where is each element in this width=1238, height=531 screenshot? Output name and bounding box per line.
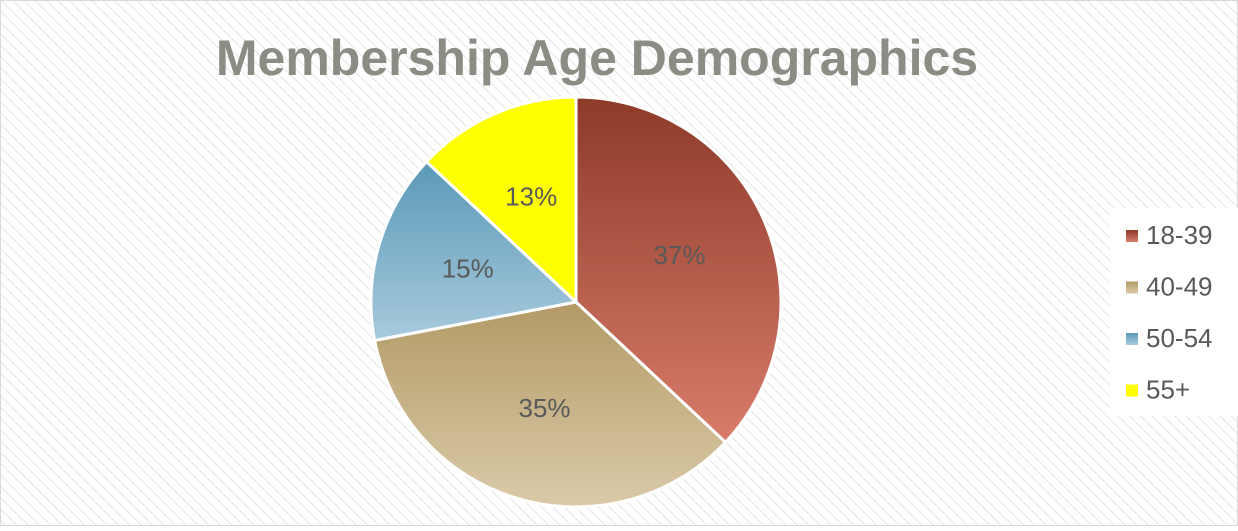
pie-slice <box>424 95 578 306</box>
legend-swatch <box>1126 384 1138 397</box>
legend-label: 40-49 <box>1146 271 1213 301</box>
data-label: 35% <box>519 393 571 423</box>
legend-label: 55+ <box>1146 374 1190 404</box>
pie-slice <box>369 159 580 343</box>
legend-label: 18-39 <box>1146 220 1213 250</box>
data-label: 13% <box>505 181 557 211</box>
pie-slice <box>372 300 728 509</box>
data-label: 15% <box>442 253 494 283</box>
data-label: 37% <box>653 240 705 270</box>
legend-label: 50-54 <box>1146 323 1213 353</box>
chart-title: Membership Age Demographics <box>216 30 978 86</box>
pie-slice <box>574 95 783 445</box>
legend-swatch <box>1126 230 1138 242</box>
legend-background <box>1110 208 1238 416</box>
legend-swatch <box>1126 333 1138 345</box>
legend-swatch <box>1126 281 1138 294</box>
